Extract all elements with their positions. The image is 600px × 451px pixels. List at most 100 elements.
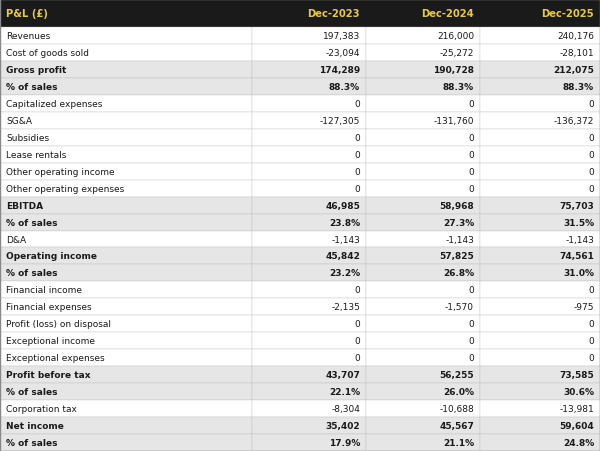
- Bar: [0, 350, 252, 366]
- Bar: [366, 45, 480, 62]
- Text: Other operating expenses: Other operating expenses: [6, 184, 124, 193]
- Bar: [480, 383, 600, 400]
- Bar: [480, 45, 600, 62]
- Text: Lease rentals: Lease rentals: [6, 150, 67, 159]
- Bar: [0, 332, 252, 350]
- Bar: [480, 332, 600, 350]
- Text: SG&A: SG&A: [6, 116, 32, 125]
- Bar: [366, 96, 480, 113]
- Text: 0: 0: [354, 133, 360, 143]
- Text: 216,000: 216,000: [437, 32, 474, 41]
- Text: 0: 0: [588, 100, 594, 109]
- Bar: [366, 350, 480, 366]
- Text: Operating income: Operating income: [6, 252, 97, 261]
- Text: 0: 0: [468, 336, 474, 345]
- Text: 17.9%: 17.9%: [329, 438, 360, 447]
- Text: Exceptional expenses: Exceptional expenses: [6, 354, 104, 363]
- Text: 31.0%: 31.0%: [563, 269, 594, 278]
- Bar: [0, 45, 252, 62]
- Bar: [480, 214, 600, 231]
- Bar: [0, 147, 252, 163]
- Text: Other operating income: Other operating income: [6, 167, 115, 176]
- Bar: [0, 299, 252, 316]
- Text: -28,101: -28,101: [559, 49, 594, 58]
- Text: -25,272: -25,272: [440, 49, 474, 58]
- Bar: [480, 79, 600, 96]
- Bar: [252, 366, 366, 383]
- Text: 88.3%: 88.3%: [329, 83, 360, 92]
- Text: -136,372: -136,372: [554, 116, 594, 125]
- Text: Subsidies: Subsidies: [6, 133, 49, 143]
- Text: Net income: Net income: [6, 421, 64, 430]
- Bar: [480, 163, 600, 180]
- Bar: [252, 62, 366, 79]
- Text: 0: 0: [354, 100, 360, 109]
- Text: 0: 0: [588, 184, 594, 193]
- Bar: [0, 400, 252, 417]
- Bar: [366, 231, 480, 248]
- Text: 0: 0: [468, 100, 474, 109]
- Text: % of sales: % of sales: [6, 83, 58, 92]
- Text: 0: 0: [588, 167, 594, 176]
- Bar: [480, 350, 600, 366]
- Bar: [0, 214, 252, 231]
- Text: Cost of goods sold: Cost of goods sold: [6, 49, 89, 58]
- Text: 43,707: 43,707: [325, 370, 360, 379]
- Text: 0: 0: [588, 150, 594, 159]
- Text: 21.1%: 21.1%: [443, 438, 474, 447]
- Text: 197,383: 197,383: [323, 32, 360, 41]
- Bar: [480, 400, 600, 417]
- Bar: [480, 231, 600, 248]
- Bar: [252, 400, 366, 417]
- Text: % of sales: % of sales: [6, 387, 58, 396]
- Text: 22.1%: 22.1%: [329, 387, 360, 396]
- Bar: [252, 350, 366, 366]
- Text: 26.0%: 26.0%: [443, 387, 474, 396]
- Bar: [480, 366, 600, 383]
- Bar: [0, 366, 252, 383]
- Bar: [252, 129, 366, 147]
- Bar: [0, 265, 252, 282]
- Bar: [366, 417, 480, 434]
- Bar: [252, 45, 366, 62]
- Bar: [366, 332, 480, 350]
- Text: -1,570: -1,570: [445, 303, 474, 312]
- Text: 30.6%: 30.6%: [563, 387, 594, 396]
- Bar: [252, 79, 366, 96]
- Bar: [366, 163, 480, 180]
- Bar: [252, 316, 366, 332]
- Text: -1,143: -1,143: [565, 235, 594, 244]
- Text: -127,305: -127,305: [320, 116, 360, 125]
- Text: 0: 0: [468, 167, 474, 176]
- Bar: [0, 282, 252, 299]
- Bar: [480, 180, 600, 197]
- Bar: [252, 383, 366, 400]
- Bar: [252, 248, 366, 265]
- Text: 0: 0: [354, 167, 360, 176]
- Bar: [366, 366, 480, 383]
- Bar: [0, 383, 252, 400]
- Bar: [480, 0, 600, 28]
- Text: Capitalized expenses: Capitalized expenses: [6, 100, 103, 109]
- Bar: [252, 214, 366, 231]
- Bar: [252, 147, 366, 163]
- Text: Dec-2024: Dec-2024: [421, 9, 474, 19]
- Bar: [252, 434, 366, 451]
- Text: 0: 0: [468, 150, 474, 159]
- Text: 24.8%: 24.8%: [563, 438, 594, 447]
- Bar: [366, 197, 480, 214]
- Bar: [252, 282, 366, 299]
- Text: -1,143: -1,143: [445, 235, 474, 244]
- Bar: [480, 282, 600, 299]
- Text: 27.3%: 27.3%: [443, 218, 474, 227]
- Bar: [252, 197, 366, 214]
- Text: 75,703: 75,703: [559, 201, 594, 210]
- Text: Corporation tax: Corporation tax: [6, 404, 77, 413]
- Text: 0: 0: [588, 320, 594, 329]
- Text: 88.3%: 88.3%: [443, 83, 474, 92]
- Bar: [252, 113, 366, 129]
- Text: 26.8%: 26.8%: [443, 269, 474, 278]
- Text: Revenues: Revenues: [6, 32, 50, 41]
- Bar: [480, 129, 600, 147]
- Text: 0: 0: [354, 320, 360, 329]
